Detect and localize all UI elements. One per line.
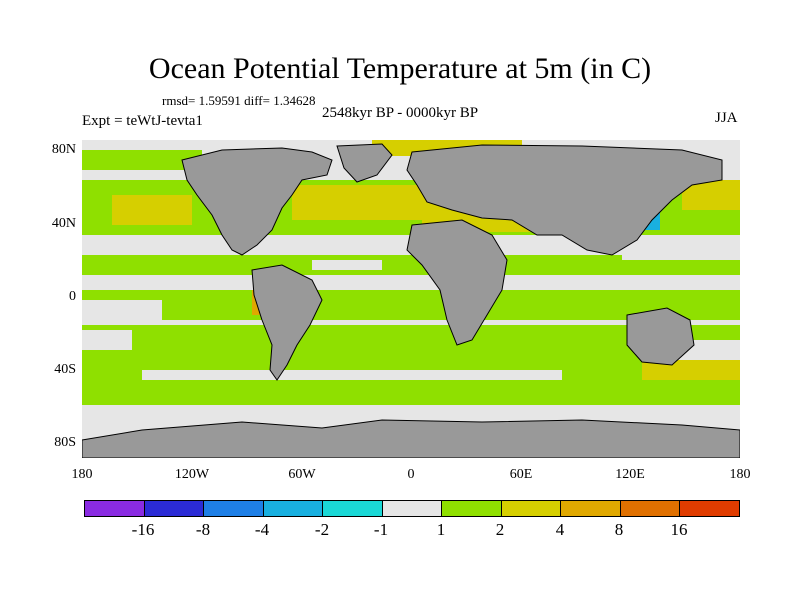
map-panel bbox=[82, 140, 740, 458]
lat-label-40s: 40S bbox=[54, 362, 76, 377]
lat-label-80n: 80N bbox=[51, 142, 76, 157]
yellow-patch-southpac bbox=[642, 360, 740, 380]
color-bar-label: 8 bbox=[614, 520, 624, 539]
color-bar-label: 1 bbox=[436, 520, 446, 539]
lon-label-180w: 180 bbox=[71, 467, 93, 482]
color-bar-label: -1 bbox=[373, 520, 389, 539]
color-bar-box bbox=[85, 501, 145, 516]
land-greenland bbox=[336, 143, 393, 183]
yellow-patch-northpac bbox=[112, 195, 192, 225]
color-bar-box bbox=[144, 501, 205, 516]
land-antarctica bbox=[82, 419, 740, 458]
land-africa bbox=[406, 219, 508, 346]
color-bar-label: -16 bbox=[131, 520, 155, 539]
land-north-america bbox=[181, 147, 333, 256]
time-period-label: 2548kyr BP - 0000kyr BP bbox=[322, 105, 479, 121]
experiment-label: Expt = teWtJ-tevta1 bbox=[82, 113, 203, 129]
neutral-patch-northpac bbox=[622, 240, 740, 260]
land-eurasia bbox=[406, 144, 723, 256]
lon-label-60e: 60E bbox=[509, 467, 533, 482]
lon-label-180e: 180 bbox=[729, 467, 751, 482]
lon-label-120e: 120E bbox=[615, 467, 645, 482]
color-bar-box bbox=[442, 501, 502, 516]
color-bar-box bbox=[680, 501, 740, 516]
neutral-patch-south bbox=[142, 370, 562, 380]
lon-label-60w: 60W bbox=[288, 467, 316, 482]
color-bar-label: 16 bbox=[670, 520, 688, 539]
color-bar-label: -8 bbox=[195, 520, 211, 539]
color-bar-label: -4 bbox=[254, 520, 270, 539]
color-bar-box bbox=[323, 501, 383, 516]
neutral-patch-atlantic bbox=[312, 260, 382, 270]
color-bar-label: 2 bbox=[495, 520, 505, 539]
arctic-green-patch bbox=[82, 150, 202, 170]
land-australia bbox=[626, 307, 695, 366]
color-bar-box bbox=[204, 501, 264, 516]
color-bar-box bbox=[501, 501, 562, 516]
lat-label-40n: 40N bbox=[51, 216, 76, 231]
land-masses bbox=[82, 143, 740, 458]
color-bar-box bbox=[561, 501, 621, 516]
lat-label-80s: 80S bbox=[54, 435, 76, 450]
subtropical-green-band bbox=[82, 255, 740, 275]
rmsd-diff-stats: rmsd= 1.59591 diff= 1.34628 bbox=[162, 93, 316, 108]
lon-label-120w: 120W bbox=[174, 467, 210, 482]
lon-label-0: 0 bbox=[407, 467, 415, 482]
color-bar-box bbox=[263, 501, 324, 516]
color-bar-box bbox=[620, 501, 681, 516]
color-bar-box bbox=[382, 501, 443, 516]
color-bar-label: 4 bbox=[555, 520, 565, 539]
neutral-patch-pacific bbox=[82, 300, 162, 320]
lat-label-eq: 0 bbox=[69, 289, 76, 304]
neutral-patch-southpac bbox=[82, 330, 132, 350]
map-title: Ocean Potential Temperature at 5m (in C) bbox=[148, 52, 652, 85]
color-bar bbox=[84, 500, 740, 517]
season-label: JJA bbox=[715, 110, 738, 126]
land-south-america bbox=[251, 264, 323, 381]
color-bar-label: -2 bbox=[314, 520, 330, 539]
